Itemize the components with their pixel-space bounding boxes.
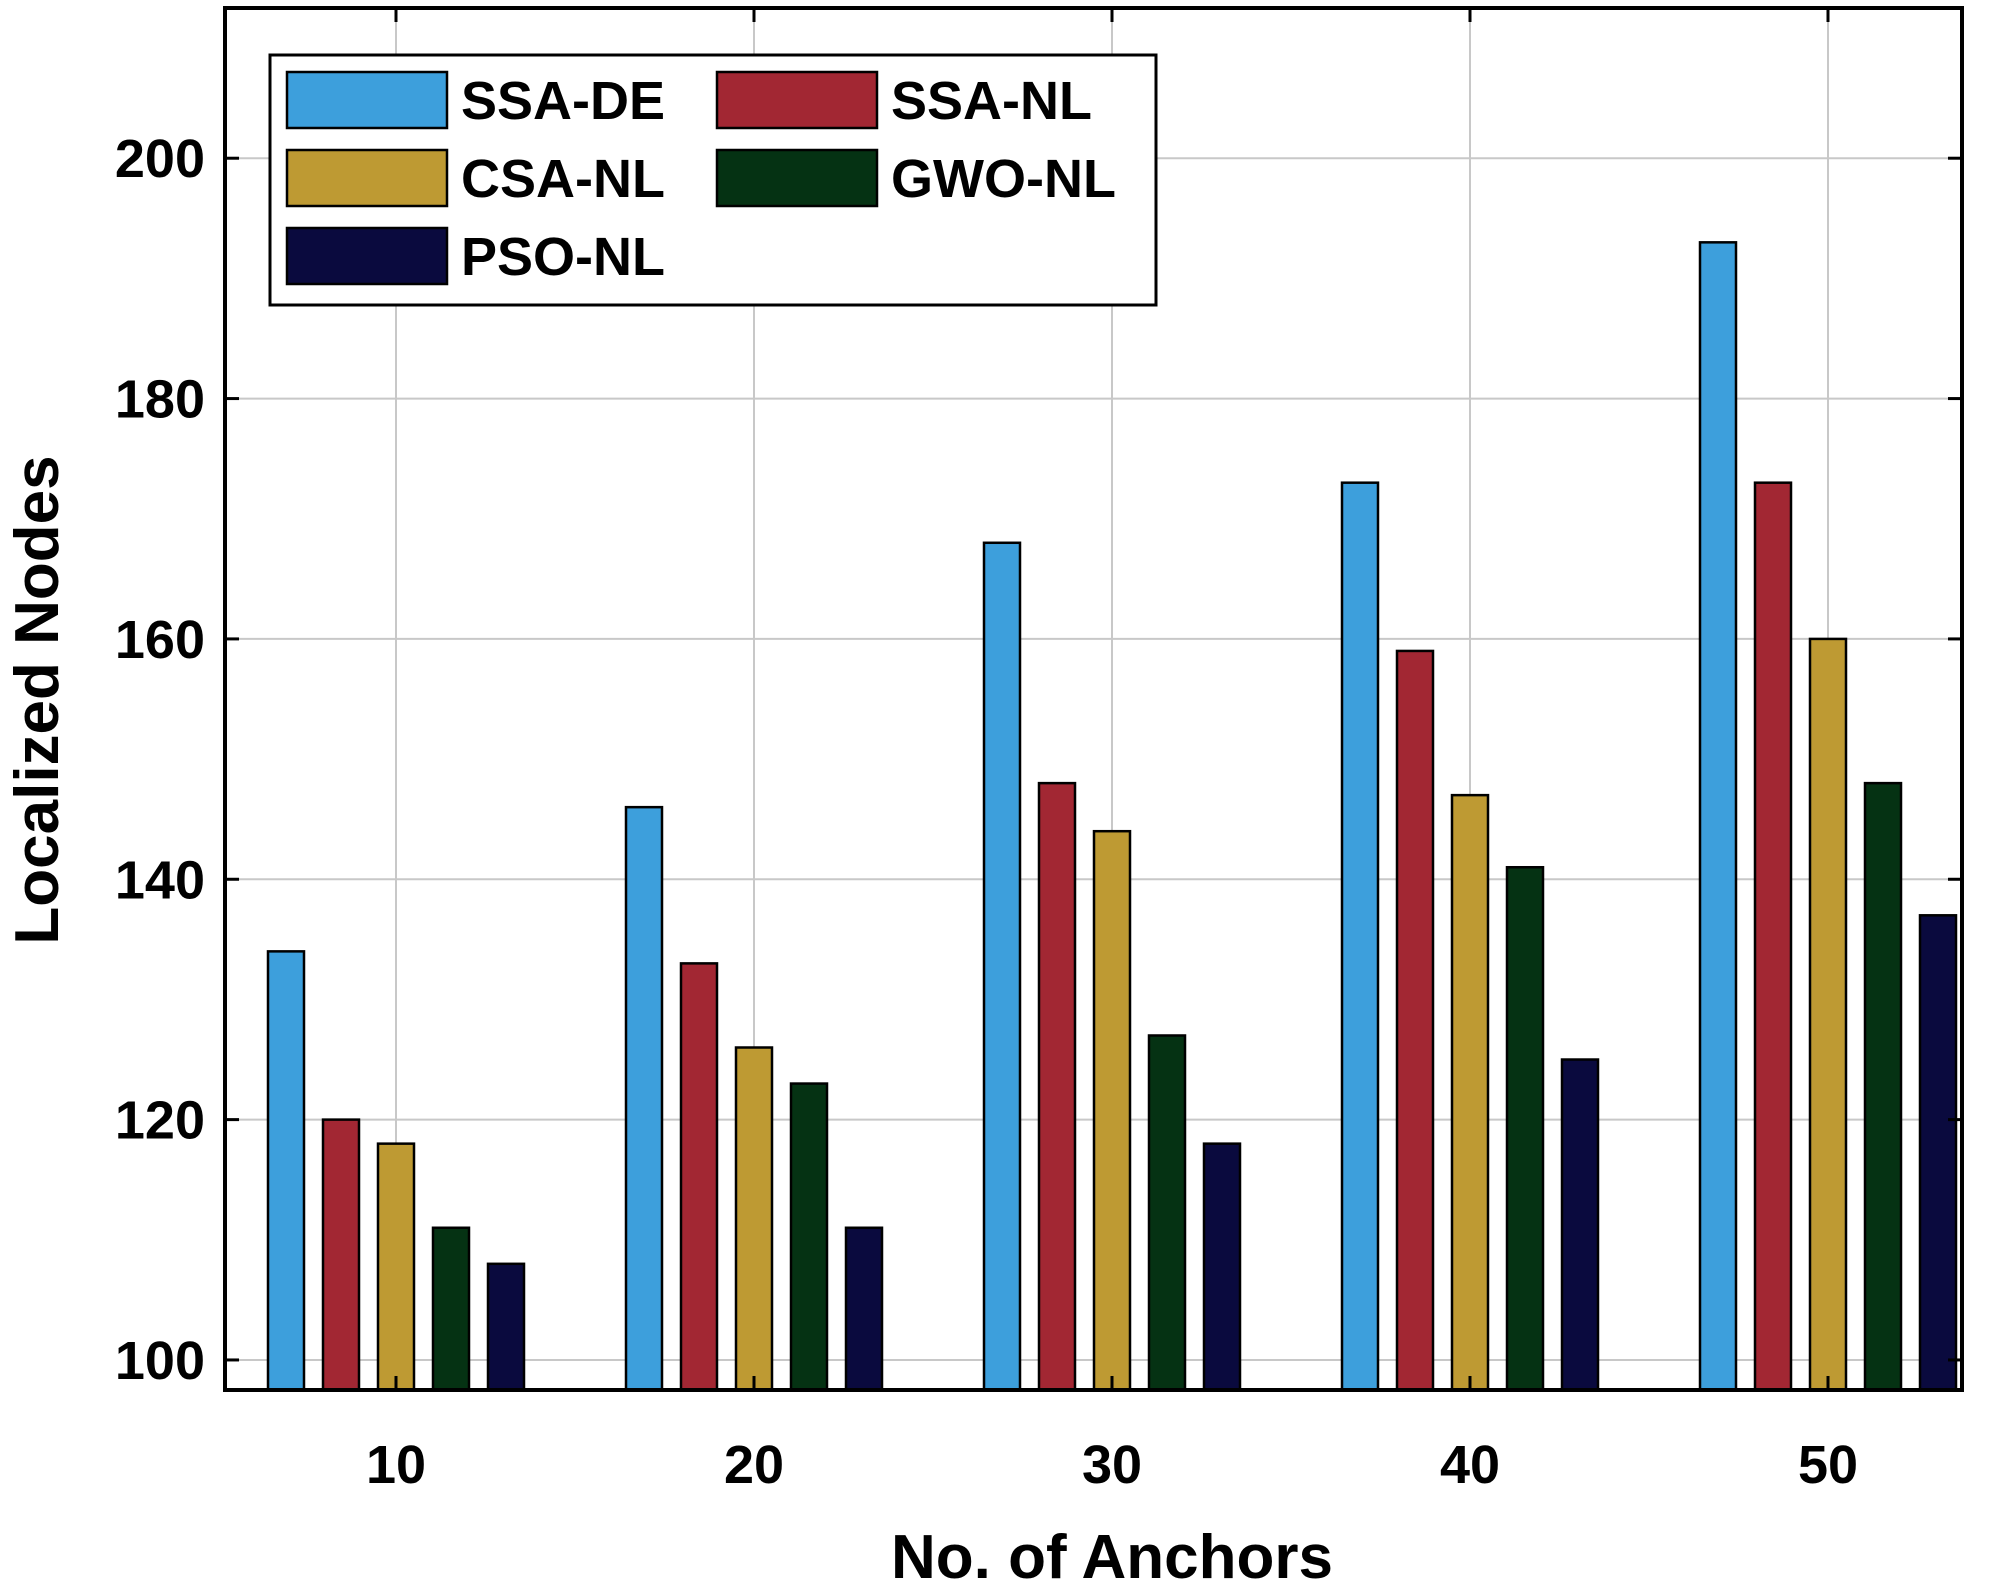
x-tick-label: 40 [1440, 1435, 1500, 1495]
legend-label-csa-nl: CSA-NL [461, 149, 665, 209]
bar-csa-nl-40 [1450, 793, 1490, 1392]
bar-ssa-nl-20 [679, 962, 719, 1392]
bar-pso-nl-50 [1918, 914, 1958, 1392]
x-tick-label: 10 [366, 1435, 426, 1495]
legend-swatch-ssa-nl [715, 70, 879, 130]
bar-gwo-nl-30 [1147, 1034, 1187, 1392]
bar-ssa-nl-50 [1753, 481, 1793, 1392]
bar-ssa-de-50 [1698, 241, 1738, 1392]
bar-ssa-nl-30 [1037, 781, 1077, 1392]
legend-label-pso-nl: PSO-NL [461, 227, 665, 287]
y-tick-label: 200 [115, 129, 205, 189]
x-tick-label: 50 [1798, 1435, 1858, 1495]
y-tick-label: 180 [115, 370, 205, 430]
y-tick-label: 140 [115, 850, 205, 910]
bars [266, 241, 1958, 1392]
bar-ssa-nl-40 [1395, 649, 1435, 1392]
bar-csa-nl-30 [1092, 829, 1132, 1392]
legend-label-ssa-nl: SSA-NL [891, 71, 1092, 131]
x-tick-label: 30 [1082, 1435, 1142, 1495]
x-axis-label: No. of Anchors [891, 1523, 1333, 1584]
bar-ssa-de-20 [624, 805, 664, 1392]
bar-pso-nl-40 [1560, 1058, 1600, 1392]
legend-swatch-gwo-nl [715, 148, 879, 208]
x-axis-ticks: 10 20 30 40 50 [366, 8, 1858, 1495]
bar-gwo-nl-20 [789, 1082, 829, 1392]
bar-pso-nl-20 [844, 1226, 884, 1392]
legend-label-gwo-nl: GWO-NL [891, 149, 1116, 209]
bar-gwo-nl-40 [1505, 865, 1545, 1392]
bar-csa-nl-50 [1808, 637, 1848, 1392]
legend-swatch-csa-nl [285, 148, 449, 208]
bar-ssa-de-10 [266, 950, 306, 1392]
x-tick-label: 20 [724, 1435, 784, 1495]
y-tick-label: 120 [115, 1091, 205, 1151]
bar-ssa-nl-10 [321, 1118, 361, 1392]
bar-ssa-de-30 [982, 541, 1022, 1392]
y-tick-label: 100 [115, 1331, 205, 1391]
bar-pso-nl-30 [1202, 1142, 1242, 1392]
bar-ssa-de-40 [1340, 481, 1380, 1392]
legend-swatch-pso-nl [285, 226, 449, 286]
legend-swatch-ssa-de [285, 70, 449, 130]
bar-pso-nl-10 [486, 1262, 526, 1392]
legend-label-ssa-de: SSA-DE [461, 71, 665, 131]
y-tick-label: 160 [115, 610, 205, 670]
legend: SSA-DE SSA-NL CSA-NL GWO-NL PSO-NL [268, 53, 1158, 307]
y-axis-label: Localized Nodes [3, 455, 72, 944]
plot-frame [223, 6, 1964, 1392]
bar-csa-nl-20 [734, 1046, 774, 1392]
bar-gwo-nl-10 [431, 1226, 471, 1392]
bar-gwo-nl-50 [1863, 781, 1903, 1392]
y-axis-ticks: 100 120 140 160 180 200 [115, 129, 1962, 1391]
bar-csa-nl-10 [376, 1142, 416, 1392]
